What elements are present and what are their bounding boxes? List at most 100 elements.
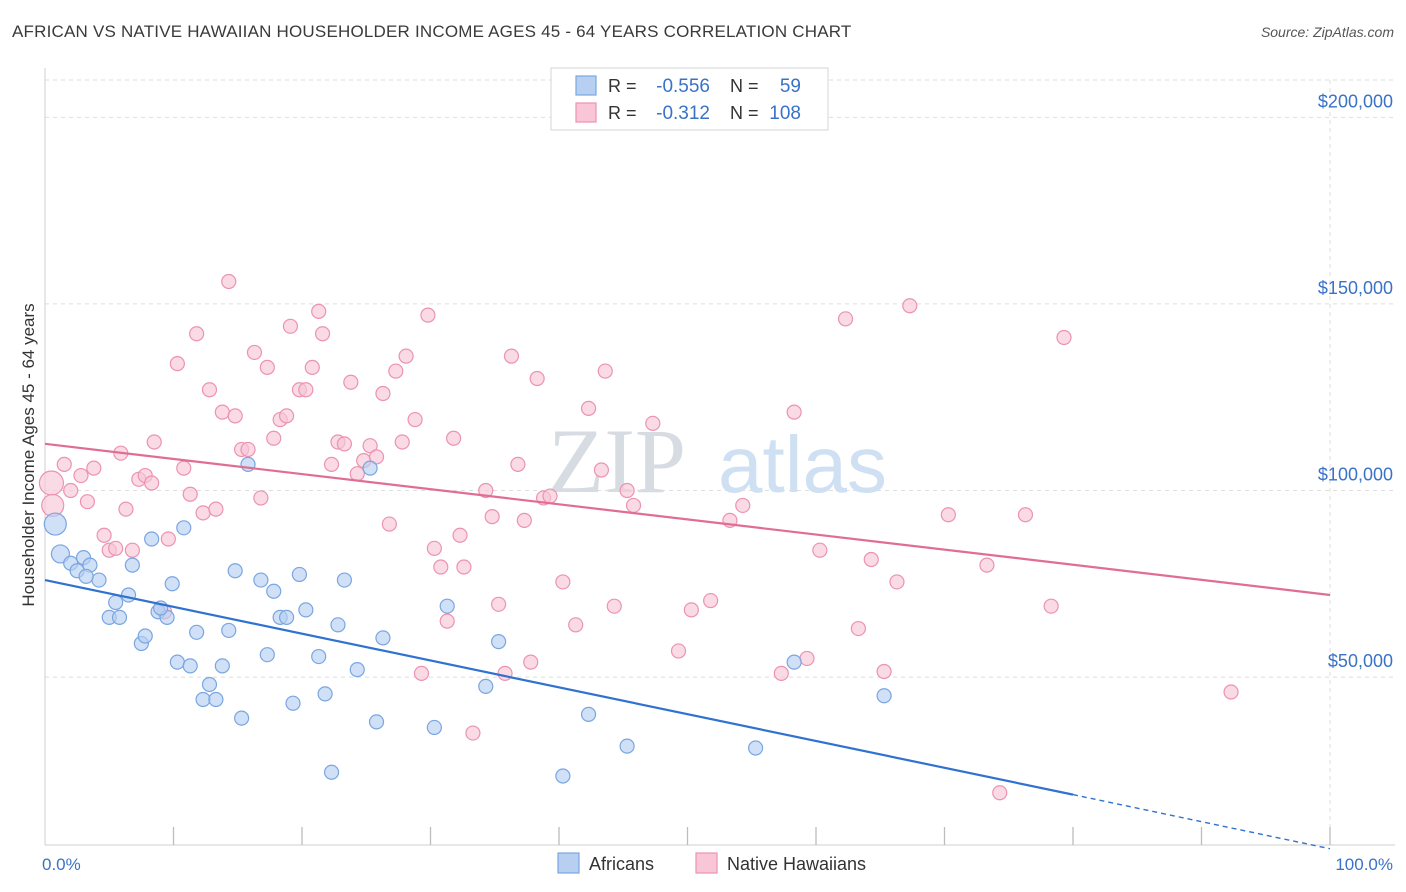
native-hawaiian-point <box>79 494 96 510</box>
african-point <box>317 686 333 702</box>
native-hawaiian-point <box>259 359 275 375</box>
african-point <box>491 634 507 650</box>
african-point <box>111 609 128 625</box>
native-hawaiian-point <box>491 596 507 612</box>
native-hawaiian-point <box>63 482 79 499</box>
native-hawaiian-point <box>381 516 397 532</box>
native-hawaiian-point <box>311 303 327 319</box>
african-point <box>478 678 494 695</box>
native-hawaiian-point <box>336 436 353 452</box>
native-hawaiian-point <box>96 527 112 543</box>
native-hawaiian-point <box>118 501 134 517</box>
african-point <box>108 594 124 611</box>
native-hawaiian-point <box>452 527 468 543</box>
native-hawaiian-point <box>940 507 956 523</box>
native-hawaiian-point <box>786 404 802 420</box>
source-label: Source: ZipAtlas.com <box>1260 24 1394 40</box>
african-point <box>278 609 295 625</box>
native-hawaiian-point <box>56 456 72 472</box>
africans-trend-line <box>44 578 1074 796</box>
legend-swatch-native-hawaiians <box>575 102 597 123</box>
native-hawaiian-point <box>208 501 224 517</box>
bottom-legend-africans: Africans <box>589 854 654 874</box>
native-hawaiian-point <box>837 311 854 327</box>
native-hawaiian-point <box>86 460 102 476</box>
african-point <box>362 460 378 476</box>
native-hawaiian-point <box>597 363 613 379</box>
native-hawaiian-point <box>478 482 494 499</box>
native-hawaiian-point <box>298 382 314 398</box>
african-point <box>748 740 764 756</box>
african-point <box>208 691 224 708</box>
african-point <box>43 512 67 536</box>
african-point <box>786 654 802 670</box>
legend-r-label-0: R = <box>608 76 637 96</box>
native-hawaiian-point <box>619 482 635 499</box>
african-point <box>234 710 250 726</box>
african-point <box>580 706 597 722</box>
african-point <box>266 583 282 599</box>
native-hawaiian-point <box>160 531 176 547</box>
native-hawaiian-point <box>1017 507 1034 523</box>
chart-title: AFRICAN VS NATIVE HAWAIIAN HOUSEHOLDER I… <box>12 22 852 41</box>
native-hawaiian-point <box>889 574 905 590</box>
african-point <box>375 630 391 646</box>
native-hawaiian-point <box>146 434 162 450</box>
native-hawaiian-point <box>542 488 558 504</box>
african-point <box>311 648 327 665</box>
african-point <box>253 572 269 588</box>
native-hawaiian-point <box>221 273 237 290</box>
bottom-legend-swatch-native-hawaiians <box>695 852 718 874</box>
native-hawaiian-point <box>362 438 378 454</box>
x-tick-label-min: 0.0% <box>42 855 81 874</box>
watermark-atlas: atlas <box>718 420 887 509</box>
native-hawaiian-point <box>876 663 892 680</box>
bottom-legend-native-hawaiians: Native Hawaiians <box>727 854 866 874</box>
african-point <box>176 520 192 536</box>
native-hawaiian-point <box>703 592 719 609</box>
y-tick-labels: $50,000 $100,000 $150,000 $200,000 <box>1318 91 1393 671</box>
native-hawaiian-point <box>593 462 610 478</box>
native-hawaiian-point <box>323 456 340 472</box>
native-hawaiian-point <box>413 665 430 681</box>
native-hawaiian-point <box>253 490 269 506</box>
x-tick-label-max: 100.0% <box>1335 855 1393 874</box>
native-hawaiian-point <box>773 665 789 681</box>
african-point <box>137 628 153 644</box>
african-point <box>323 764 340 780</box>
trend-lines <box>44 442 1331 850</box>
native-hawaiian-point <box>683 602 699 618</box>
native-hawaiian-point <box>625 497 642 514</box>
native-hawaiian-point <box>523 654 539 670</box>
native-hawaiian-point <box>433 559 449 575</box>
native-hawaiians-trend-line <box>44 442 1331 597</box>
native-hawaiian-point <box>375 385 391 402</box>
native-hawaiian-point <box>555 574 571 590</box>
native-hawaiian-point <box>568 617 584 633</box>
native-hawaiian-point <box>266 430 282 446</box>
native-hawaiian-point <box>314 326 331 342</box>
native-hawaiian-point <box>349 466 365 482</box>
y-tick-label-3: $200,000 <box>1318 91 1393 111</box>
native-hawaiian-point <box>73 467 89 484</box>
african-point <box>330 617 346 633</box>
native-hawaiian-point <box>516 512 532 528</box>
legend-n-label-0: N = <box>730 76 759 96</box>
native-hawaiian-point <box>1043 598 1059 614</box>
native-hawaiian-point <box>388 363 404 379</box>
african-point <box>619 738 635 754</box>
native-hawaiian-point <box>240 441 256 458</box>
african-point <box>189 624 205 640</box>
native-hawaiian-point <box>510 456 526 472</box>
legend-n-value-0: 59 <box>780 76 801 97</box>
native-hawaiian-point <box>394 434 410 450</box>
native-hawaiian-point <box>108 540 124 556</box>
african-point <box>291 566 308 583</box>
african-point <box>124 557 140 573</box>
y-tick-label-1: $100,000 <box>1318 464 1393 484</box>
african-point <box>91 572 107 588</box>
native-hawaiian-point <box>799 650 815 667</box>
native-hawaiian-point <box>497 665 513 681</box>
native-hawaiian-point <box>850 620 867 637</box>
